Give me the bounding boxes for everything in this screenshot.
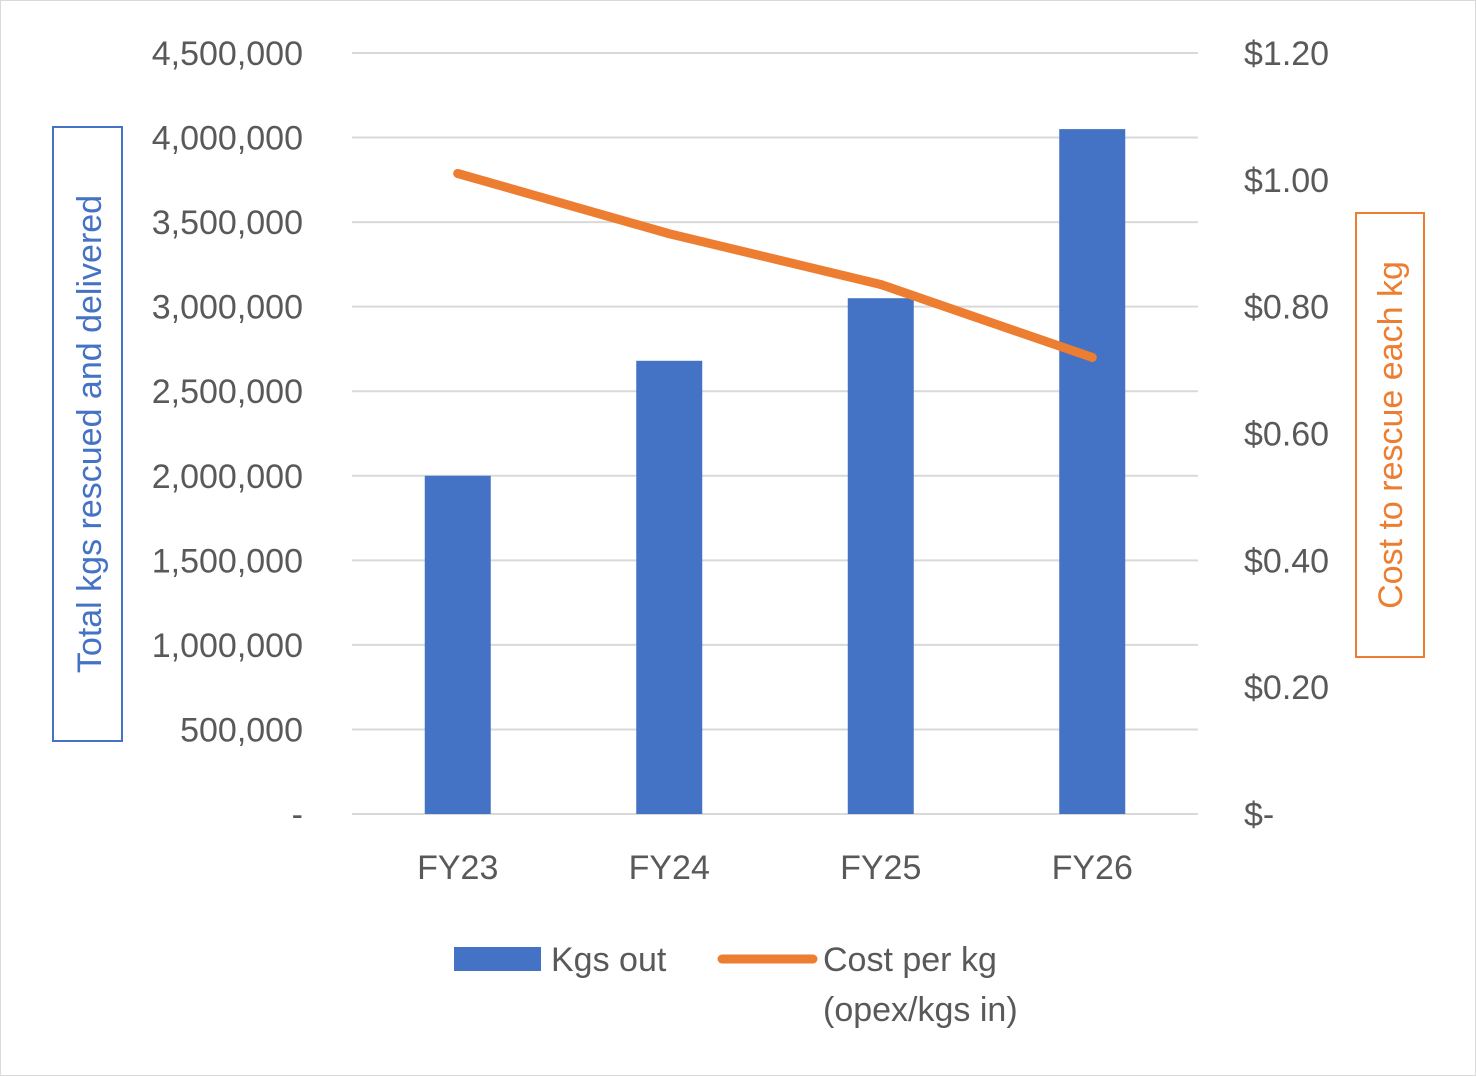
- left-axis-title-box: Total kgs rescued and delivered: [52, 126, 123, 742]
- right-tick-label: $1.00: [1244, 162, 1329, 200]
- left-tick-label: 2,000,000: [152, 458, 303, 496]
- right-axis-title: Cost to rescue each kg: [1372, 261, 1410, 609]
- legend-label-kgs-out: Kgs out: [551, 941, 667, 979]
- bar-series-kgs-out: [424, 129, 1126, 815]
- line-point: [664, 229, 674, 239]
- left-tick-label: 4,500,000: [152, 35, 303, 73]
- right-tick-label: $0.80: [1244, 289, 1329, 327]
- left-tick-label: 3,500,000: [152, 204, 303, 242]
- left-tick-label: 500,000: [180, 711, 303, 749]
- left-tick-label: 1,500,000: [152, 542, 303, 580]
- line-point: [876, 279, 886, 289]
- right-tick-label: $0.60: [1244, 416, 1329, 454]
- left-axis-title: Total kgs rescued and delivered: [71, 195, 109, 673]
- left-tick-label: 1,000,000: [152, 627, 303, 665]
- x-tick-label: FY24: [629, 849, 710, 887]
- left-tick-label: -: [292, 796, 303, 834]
- legend-label-cost-per-kg: Cost per kg: [823, 941, 997, 979]
- line-series-cost-per-kg: [453, 168, 1097, 362]
- right-tick-label: $0.40: [1244, 542, 1329, 580]
- legend-swatch-kgs-out: [454, 947, 541, 971]
- right-tick-label: $1.20: [1244, 35, 1329, 73]
- left-tick-label: 3,000,000: [152, 289, 303, 327]
- x-axis-ticks: FY23 FY24 FY25 FY26: [417, 849, 1133, 887]
- bar: [424, 475, 491, 814]
- x-tick-label: FY23: [417, 849, 498, 887]
- bar: [847, 298, 914, 814]
- legend: Kgs out Cost per kg (opex/kgs in): [454, 941, 1018, 1029]
- x-tick-label: FY25: [840, 849, 921, 887]
- right-axis-title-box: Cost to rescue each kg: [1355, 212, 1425, 658]
- left-tick-label: 2,500,000: [152, 373, 303, 411]
- cost-line: [453, 168, 1097, 362]
- right-tick-label: $-: [1244, 796, 1274, 834]
- left-axis-ticks: - 500,000 1,000,000 1,500,000 2,000,000 2,500…: [152, 35, 303, 834]
- bar: [636, 360, 703, 814]
- line-point: [453, 168, 463, 178]
- bar: [1059, 129, 1126, 815]
- gridlines: [352, 52, 1198, 815]
- right-axis-ticks: $- $0.20 $0.40 $0.60 $0.80 $1.00 $1.20: [1244, 35, 1329, 834]
- legend-label-cost-per-kg-line2: (opex/kgs in): [823, 991, 1018, 1029]
- line-point: [1087, 352, 1097, 362]
- right-tick-label: $0.20: [1244, 669, 1329, 707]
- left-tick-label: 4,000,000: [152, 120, 303, 158]
- x-tick-label: FY26: [1052, 849, 1133, 887]
